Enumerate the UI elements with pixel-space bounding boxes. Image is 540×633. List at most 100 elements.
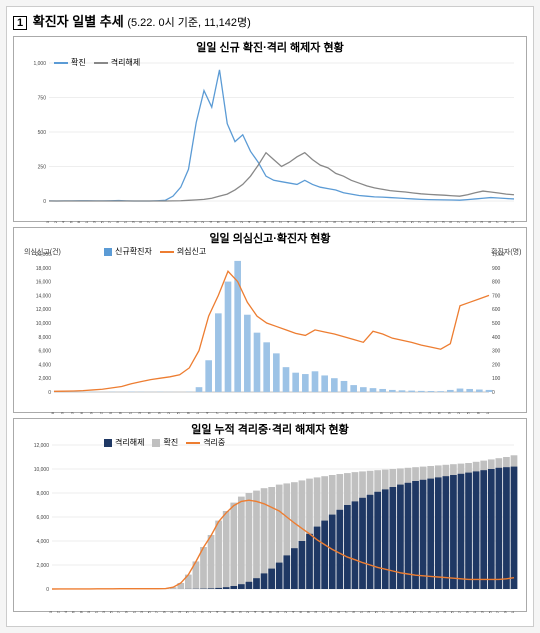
svg-text:1.10: 1.10: [60, 411, 65, 414]
svg-text:4.5: 4.5: [336, 610, 341, 613]
svg-text:5.5: 5.5: [449, 610, 454, 613]
chart3-panel: 일일 누적 격리중·격리 해제자 현황 격리해제 확진 격리중 02,0004,…: [13, 418, 527, 612]
svg-text:2.27: 2.27: [214, 411, 219, 414]
svg-text:10,000: 10,000: [36, 321, 52, 327]
legend-swatch-line: [186, 442, 200, 444]
legend-swatch-bar: [152, 439, 160, 447]
svg-text:3.26: 3.26: [293, 220, 298, 223]
svg-text:2.29: 2.29: [199, 610, 204, 613]
svg-text:5.13: 5.13: [479, 220, 484, 223]
svg-text:4.13: 4.13: [363, 220, 368, 223]
svg-text:4.6: 4.6: [340, 411, 345, 414]
chart2-svg: 의심신고(건)확진자(명)02,0004,0006,0008,00010,000…: [14, 248, 524, 414]
svg-text:3.30: 3.30: [313, 610, 318, 613]
svg-text:4.29: 4.29: [425, 220, 430, 223]
svg-text:4.17: 4.17: [381, 610, 386, 613]
chart1-legend: 확진 격리해제: [54, 57, 140, 68]
svg-text:2.23: 2.23: [177, 610, 182, 613]
legend-swatch-bar: [104, 248, 112, 256]
svg-text:8,000: 8,000: [38, 335, 51, 341]
svg-text:2.6: 2.6: [147, 411, 152, 414]
svg-text:0: 0: [48, 390, 51, 396]
svg-text:2.17: 2.17: [146, 220, 151, 223]
svg-text:6,000: 6,000: [38, 349, 51, 355]
svg-text:4.18: 4.18: [379, 411, 384, 414]
svg-text:6,000: 6,000: [36, 515, 49, 521]
svg-text:4.15: 4.15: [371, 220, 376, 223]
svg-text:3.4: 3.4: [208, 220, 213, 223]
legend-swatch-bar: [104, 439, 112, 447]
svg-text:3.18: 3.18: [262, 220, 267, 223]
svg-text:4.25: 4.25: [412, 610, 417, 613]
svg-text:2.25: 2.25: [177, 220, 182, 223]
svg-text:3.14: 3.14: [252, 610, 257, 613]
svg-text:3.18: 3.18: [268, 610, 273, 613]
legend-label: 격리해제: [115, 437, 144, 448]
svg-text:2.12: 2.12: [166, 411, 171, 414]
svg-text:1.28: 1.28: [118, 411, 123, 414]
svg-text:2.3: 2.3: [101, 610, 106, 613]
svg-text:4.7: 4.7: [343, 610, 348, 613]
svg-text:0: 0: [492, 390, 495, 396]
svg-text:5.11: 5.11: [472, 610, 477, 613]
legend-label: 격리중: [203, 437, 225, 448]
svg-text:4.29: 4.29: [427, 610, 432, 613]
svg-text:2.1: 2.1: [84, 220, 89, 223]
svg-text:1.26: 1.26: [68, 220, 73, 223]
svg-text:4.1: 4.1: [316, 220, 321, 223]
svg-text:5.3: 5.3: [427, 411, 432, 414]
svg-text:5.17: 5.17: [495, 220, 500, 223]
svg-text:300: 300: [492, 349, 501, 355]
svg-text:2.7: 2.7: [116, 610, 121, 613]
svg-text:5.7: 5.7: [457, 610, 462, 613]
svg-text:4.15: 4.15: [369, 411, 374, 414]
svg-text:4.3: 4.3: [324, 220, 329, 223]
main-title-text: 확진자 일별 추세: [33, 14, 124, 29]
svg-text:5.19: 5.19: [502, 610, 507, 613]
svg-text:5.21: 5.21: [510, 610, 515, 613]
svg-text:4.25: 4.25: [409, 220, 414, 223]
svg-text:2.27: 2.27: [192, 610, 197, 613]
svg-text:4.9: 4.9: [347, 220, 352, 223]
svg-text:3.10: 3.10: [231, 220, 236, 223]
svg-text:5.7: 5.7: [456, 220, 461, 223]
svg-text:10,000: 10,000: [34, 467, 50, 473]
legend-swatch-line: [160, 251, 174, 253]
svg-text:2,000: 2,000: [36, 563, 49, 569]
svg-text:20,000: 20,000: [36, 252, 52, 258]
svg-text:5.5: 5.5: [448, 220, 453, 223]
subtitle-text: (5.22. 0시 기준, 11,142명): [127, 17, 250, 29]
page-container: 1 확진자 일별 추세 (5.22. 0시 기준, 11,142명) 일일 신규…: [6, 6, 534, 627]
svg-text:8,000: 8,000: [36, 491, 49, 497]
svg-text:2.15: 2.15: [146, 610, 151, 613]
svg-text:900: 900: [492, 266, 501, 272]
svg-text:5.11: 5.11: [471, 220, 476, 223]
svg-text:1.24: 1.24: [61, 220, 66, 223]
svg-text:3.30: 3.30: [309, 220, 314, 223]
svg-text:5.3: 5.3: [442, 610, 447, 613]
svg-text:2.18: 2.18: [185, 411, 190, 414]
svg-text:14,000: 14,000: [36, 293, 52, 299]
svg-text:4.13: 4.13: [366, 610, 371, 613]
svg-text:1.31: 1.31: [127, 411, 132, 414]
legend-label: 의심신고: [177, 246, 206, 257]
svg-text:100: 100: [492, 376, 501, 382]
svg-text:12,000: 12,000: [36, 307, 52, 313]
svg-text:5.18: 5.18: [475, 411, 480, 414]
svg-text:3.20: 3.20: [275, 610, 280, 613]
svg-text:5.3: 5.3: [440, 220, 445, 223]
svg-text:2.19: 2.19: [154, 220, 159, 223]
svg-text:5.21: 5.21: [510, 220, 515, 223]
svg-text:1.20: 1.20: [48, 610, 53, 613]
svg-text:3.22: 3.22: [292, 411, 297, 414]
svg-text:3.22: 3.22: [283, 610, 288, 613]
svg-text:5.9: 5.9: [446, 411, 451, 414]
svg-text:4,000: 4,000: [36, 539, 49, 545]
chart2-legend: 신규확진자 의심신고: [104, 246, 206, 257]
svg-text:2.11: 2.11: [123, 220, 128, 223]
svg-text:4.21: 4.21: [394, 220, 399, 223]
svg-text:3.2: 3.2: [200, 220, 205, 223]
svg-text:3.28: 3.28: [301, 220, 306, 223]
svg-text:700: 700: [492, 293, 501, 299]
svg-text:2.9: 2.9: [156, 411, 161, 414]
